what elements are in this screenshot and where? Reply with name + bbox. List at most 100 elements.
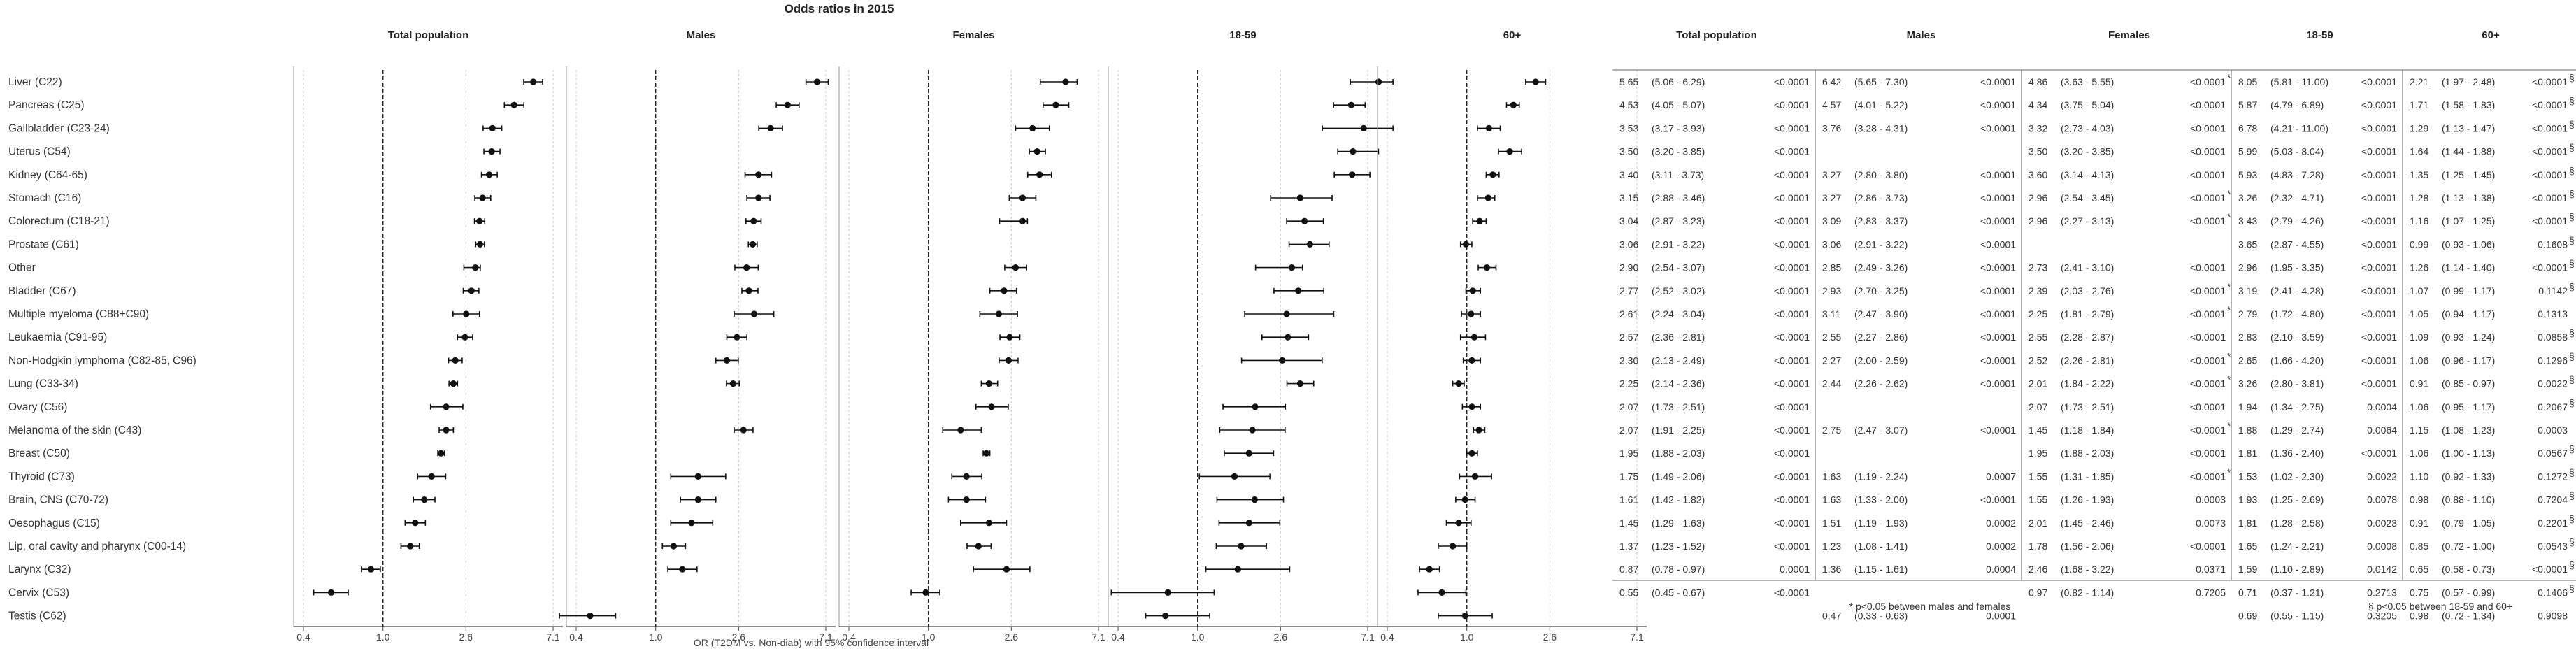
or-value: 0.65 — [2410, 564, 2428, 575]
or-value: 1.94 — [2238, 401, 2257, 413]
ci-value: (1.31 - 1.85) — [2061, 471, 2114, 482]
odds-ratio-point — [723, 357, 731, 364]
sex-difference-marker: * — [2227, 188, 2231, 199]
or-value: 2.46 — [2028, 564, 2047, 575]
odds-ratio-point — [407, 543, 414, 550]
odds-ratio-point — [421, 496, 428, 503]
odds-ratio-point — [1462, 241, 1470, 248]
p-value: <0.0001 — [1774, 76, 1810, 87]
or-value: 4.57 — [1822, 99, 1841, 110]
category-label: Pancreas (C25) — [8, 99, 85, 111]
table-column-header: Females — [2108, 29, 2150, 41]
p-value: 0.0004 — [1986, 564, 2016, 575]
p-value: 0.0007 — [1986, 471, 2016, 482]
odds-ratio-point — [1251, 496, 1258, 503]
age-difference-marker: § — [2569, 72, 2575, 83]
ci-value: (2.47 - 3.07) — [1854, 424, 1908, 436]
p-value: <0.0001 — [1774, 517, 1810, 529]
odds-ratio-point — [1468, 403, 1475, 410]
table-column-group: 18-59 8.05 (5.81 - 11.00) <0.0001 5.87 (4.79 … — [2231, 29, 2397, 622]
p-value: 0.0073 — [2196, 517, 2226, 529]
x-tick-label: 0.4 — [842, 631, 856, 643]
odds-ratio-point — [750, 217, 757, 224]
or-value: 4.34 — [2028, 99, 2047, 110]
odds-ratio-point — [1449, 543, 1457, 550]
ci-value: (5.03 - 8.04) — [2270, 146, 2324, 157]
ci-value: (1.72 - 4.80) — [2270, 308, 2324, 320]
or-value: 2.25 — [2028, 308, 2047, 320]
odds-ratio-point — [1052, 101, 1059, 108]
ci-value: (1.28 - 2.58) — [2270, 517, 2324, 529]
odds-ratio-point — [1301, 217, 1308, 224]
ci-value: (2.80 - 3.81) — [2270, 378, 2324, 389]
footnote-sex-difference: * p<0.05 between males and females — [1849, 601, 2011, 612]
or-value: 3.76 — [1822, 122, 1841, 134]
ci-value: (4.21 - 11.00) — [2270, 122, 2328, 134]
or-value: 2.55 — [2028, 331, 2047, 343]
age-difference-marker: § — [2569, 397, 2575, 408]
or-value: 0.71 — [2238, 587, 2257, 598]
age-difference-marker: § — [2569, 118, 2575, 129]
age-difference-marker: § — [2569, 165, 2575, 176]
forest-panel: Total population 0.4 1.0 2.6 7.1 — [293, 29, 563, 643]
odds-ratio-point — [729, 380, 737, 387]
p-value: <0.0001 — [1980, 308, 2016, 320]
odds-ratio-point — [1245, 520, 1252, 527]
or-value: 2.30 — [1619, 355, 1638, 366]
x-tick-label: 2.6 — [1274, 631, 1288, 643]
p-value: <0.0001 — [1774, 355, 1810, 366]
p-value: <0.0001 — [2190, 541, 2226, 552]
figure-title: Odds ratios in 2015 — [785, 2, 894, 15]
p-value: <0.0001 — [2190, 331, 2226, 343]
age-difference-marker: § — [2569, 258, 2575, 269]
ci-value: (0.96 - 1.17) — [2442, 355, 2495, 366]
or-value: 3.65 — [2238, 238, 2257, 250]
or-value: 5.93 — [2238, 169, 2257, 180]
odds-ratio-point — [743, 264, 750, 271]
or-value: 2.01 — [2028, 378, 2047, 389]
or-value: 2.57 — [1619, 331, 1638, 343]
odds-ratio-point — [412, 520, 419, 527]
category-label: Colorectum (C18-21) — [8, 215, 110, 227]
odds-ratio-point — [1164, 589, 1171, 596]
odds-ratio-point — [1249, 427, 1256, 434]
ci-value: (1.29 - 1.63) — [1652, 517, 1705, 529]
odds-ratio-point — [367, 566, 375, 573]
p-value: <0.0001 — [2532, 146, 2568, 157]
odds-ratio-point — [1461, 496, 1468, 503]
or-value: 1.35 — [2410, 169, 2428, 180]
ci-value: (1.66 - 4.20) — [2270, 355, 2324, 366]
odds-ratio-point — [1036, 171, 1043, 178]
panel-title: 60+ — [1503, 29, 1522, 41]
p-value: <0.0001 — [1774, 146, 1810, 157]
ci-value: (3.11 - 3.73) — [1652, 169, 1704, 180]
odds-ratio-point — [1471, 334, 1478, 341]
footnote-age-difference: § p<0.05 between 18-59 and 60+ — [2368, 601, 2512, 612]
category-label: Testis (C62) — [8, 610, 66, 622]
odds-ratio-point — [740, 427, 747, 434]
odds-ratio-point — [995, 310, 1002, 317]
ci-value: (0.92 - 1.33) — [2442, 471, 2495, 482]
ci-value: (2.88 - 3.46) — [1652, 192, 1705, 203]
odds-ratio-point — [1532, 78, 1539, 85]
ci-value: (0.57 - 0.99) — [2442, 587, 2495, 598]
age-difference-marker: § — [2569, 95, 2575, 106]
odds-ratio-point — [1245, 450, 1252, 457]
or-value: 2.25 — [1619, 378, 1638, 389]
odds-ratio-point — [1485, 124, 1492, 131]
p-value: <0.0001 — [1980, 192, 2016, 203]
category-label: Prostate (C61) — [8, 238, 79, 250]
x-tick-label: 1.0 — [1191, 631, 1205, 643]
or-value: 3.27 — [1822, 169, 1841, 180]
age-difference-marker: § — [2569, 490, 2575, 501]
sex-difference-marker: * — [2227, 211, 2231, 222]
category-label: Melanoma of the skin (C43) — [8, 424, 141, 436]
p-value: 0.2713 — [2367, 587, 2397, 598]
or-value: 0.91 — [2410, 517, 2428, 529]
or-value: 3.06 — [1822, 238, 1841, 250]
category-label: Gallbladder (C23-24) — [8, 122, 110, 134]
ci-value: (3.20 - 3.85) — [1652, 146, 1705, 157]
or-value: 5.87 — [2238, 99, 2257, 110]
p-value: <0.0001 — [1774, 285, 1810, 296]
